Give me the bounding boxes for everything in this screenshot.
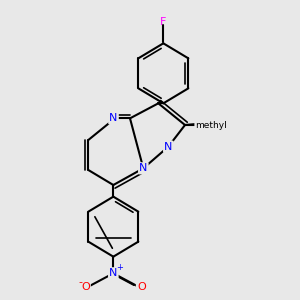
Text: N: N	[109, 268, 118, 278]
Text: N: N	[109, 113, 118, 123]
Text: N: N	[164, 142, 172, 152]
Text: +: +	[116, 263, 123, 272]
Text: -: -	[79, 277, 83, 287]
Text: O: O	[137, 282, 146, 292]
Text: N: N	[139, 163, 148, 173]
Text: methyl: methyl	[195, 121, 227, 130]
Text: O: O	[81, 282, 90, 292]
Text: F: F	[160, 17, 167, 27]
